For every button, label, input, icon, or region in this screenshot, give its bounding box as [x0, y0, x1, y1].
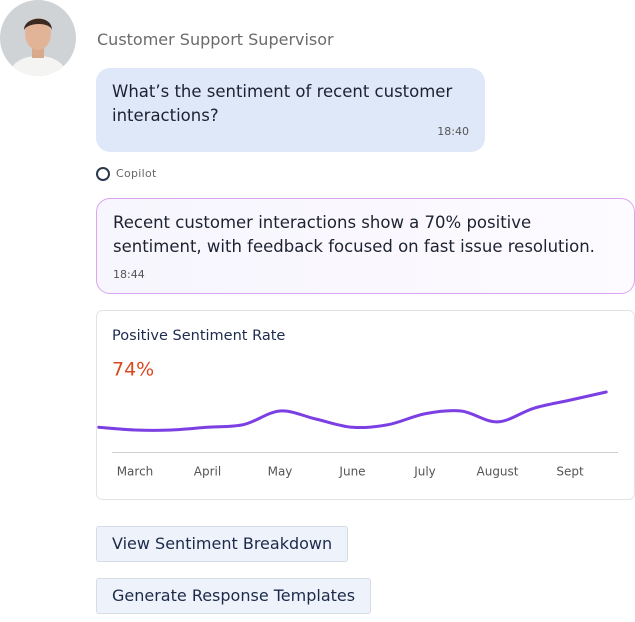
sentiment-line: [97, 390, 608, 432]
x-tick-label: May: [268, 465, 293, 479]
user-message: What’s the sentiment of recent customer …: [96, 68, 485, 152]
message-time: 18:40: [437, 125, 469, 138]
headline-value: 74%: [112, 359, 154, 381]
x-tick-label: March: [117, 465, 154, 479]
message-text: What’s the sentiment of recent customer …: [112, 82, 453, 125]
x-tick-label: Sept: [556, 465, 584, 479]
message-text: Recent customer interactions show a 70% …: [113, 213, 595, 256]
action-button[interactable]: View Sentiment Breakdown: [96, 526, 349, 562]
x-tick-label: April: [194, 465, 221, 479]
assistant-message: Recent customer interactions show a 70% …: [96, 198, 635, 294]
copilot-icon: [96, 167, 110, 181]
sender-label: Copilot: [116, 167, 157, 180]
x-tick-label: June: [338, 465, 365, 479]
chart-title: Positive Sentiment Rate: [112, 328, 285, 344]
message-time: 18:44: [113, 268, 145, 281]
user-role: Customer Support Supervisor: [97, 30, 334, 49]
avatar: [0, 0, 76, 76]
action-button[interactable]: Generate Response Templates: [96, 578, 372, 614]
x-tick-label: August: [477, 465, 519, 479]
x-tick-label: July: [413, 465, 436, 479]
